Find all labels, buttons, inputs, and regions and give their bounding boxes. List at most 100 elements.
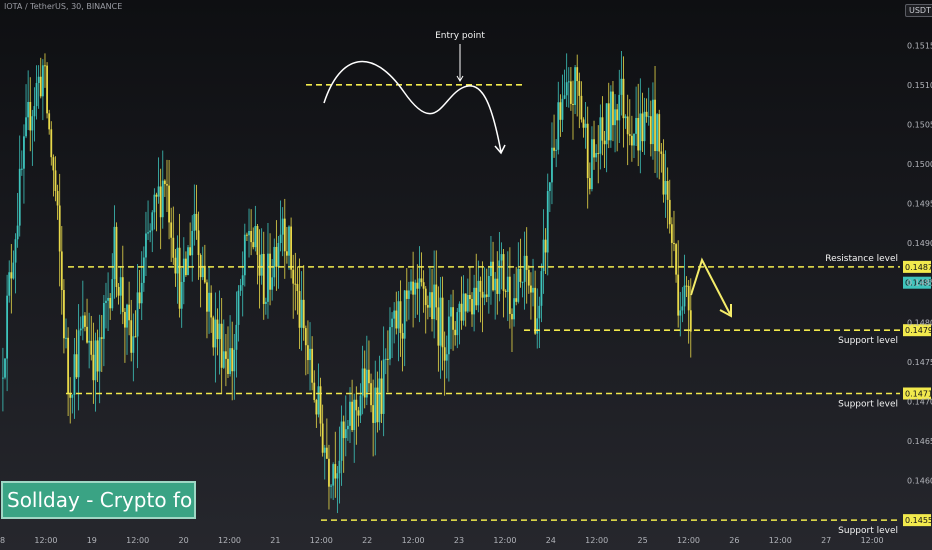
candle-body — [582, 119, 585, 128]
candle-body — [496, 278, 499, 294]
candle-body — [166, 184, 168, 186]
x-tick-label: 12:00 — [585, 536, 608, 545]
candle-body — [302, 299, 305, 329]
candle-body — [96, 340, 99, 372]
candle-body — [628, 134, 631, 136]
candle-body — [2, 377, 4, 379]
candle-body — [170, 222, 173, 238]
candle-body — [403, 290, 406, 339]
candle-body — [479, 280, 482, 292]
candle-body — [376, 387, 379, 423]
candle-body — [555, 149, 558, 151]
candle-body — [86, 326, 88, 343]
candle-body — [620, 78, 623, 95]
level-price-tag — [903, 324, 931, 337]
candle-body — [426, 305, 429, 308]
candle-body — [473, 287, 476, 315]
candles-layer — [2, 51, 692, 514]
candle-body — [368, 369, 370, 384]
candle-body — [157, 186, 160, 197]
candle-body — [637, 117, 640, 151]
entry-point-label: Entry point — [435, 31, 485, 41]
x-tick-label: 12:00 — [310, 536, 333, 545]
candle-body — [269, 253, 271, 290]
candle-body — [201, 265, 204, 278]
candle-body — [84, 315, 86, 327]
candle-body — [227, 358, 229, 375]
candle-body — [574, 67, 576, 105]
candle-body — [658, 114, 661, 152]
candle-body — [39, 76, 42, 97]
candle-body — [357, 410, 360, 416]
candle-body — [567, 81, 570, 83]
candle-body — [56, 191, 59, 206]
candle-body — [151, 212, 154, 231]
candle-body — [52, 157, 55, 171]
candle-body — [168, 185, 170, 223]
candle-body — [656, 114, 659, 152]
candle-body — [607, 103, 610, 141]
candle-body — [471, 299, 473, 315]
candle-body — [75, 354, 78, 378]
candle-body — [399, 301, 402, 333]
candle-body — [294, 283, 297, 285]
candle-body — [569, 81, 572, 104]
candle-body — [670, 224, 673, 243]
candle-body — [145, 233, 147, 258]
y-tick-label: 0.1475 — [907, 358, 932, 367]
candle-body — [469, 294, 471, 300]
x-tick-label: 27 — [821, 536, 831, 545]
candle-body — [485, 294, 488, 297]
candle-body — [23, 136, 25, 169]
candle-body — [111, 279, 114, 309]
candle-body — [347, 425, 349, 430]
candle-body — [336, 473, 339, 479]
candle-body — [447, 316, 450, 355]
candle-body — [79, 328, 82, 331]
y-tick-label: 0.1495 — [907, 200, 932, 209]
candle-body — [666, 181, 669, 200]
last-price-tag — [903, 276, 931, 289]
candle-body — [622, 78, 625, 119]
candle-body — [422, 282, 425, 289]
candle-body — [477, 280, 480, 306]
candle-body — [597, 153, 600, 155]
candle-body — [220, 323, 223, 368]
candle-body — [250, 230, 253, 243]
candle-body — [664, 181, 667, 195]
candle-body — [384, 358, 387, 360]
candle-body — [309, 348, 311, 361]
candle-body — [334, 464, 337, 479]
candle-body — [273, 246, 276, 278]
candle-body — [515, 298, 518, 302]
candle-body — [252, 242, 255, 248]
candle-body — [149, 230, 152, 233]
currency-button[interactable]: USDT — [905, 4, 932, 17]
candle-body — [159, 186, 162, 218]
candle-body — [279, 234, 282, 243]
candle-body — [233, 349, 236, 372]
candle-body — [361, 368, 364, 396]
candle-body — [530, 285, 532, 293]
candle-body — [98, 337, 101, 372]
candle-body — [563, 95, 566, 99]
candle-body — [639, 113, 642, 151]
candle-body — [565, 82, 568, 96]
target-arrowhead — [719, 304, 732, 318]
candle-body — [494, 278, 497, 291]
candle-body — [147, 232, 149, 234]
candle-body — [35, 83, 38, 107]
x-tick-label: 25 — [638, 536, 648, 545]
candle-body — [599, 117, 602, 154]
candle-body — [679, 310, 682, 316]
x-axis: 8 12:00 19 12:00 20 12:00 21 12:00 22 12:00 23 12:0… — [0, 536, 884, 545]
candle-body — [372, 405, 375, 423]
candle-body — [285, 251, 288, 256]
candle-body — [229, 348, 231, 375]
candle-body — [683, 285, 686, 307]
candle-body — [203, 265, 206, 283]
